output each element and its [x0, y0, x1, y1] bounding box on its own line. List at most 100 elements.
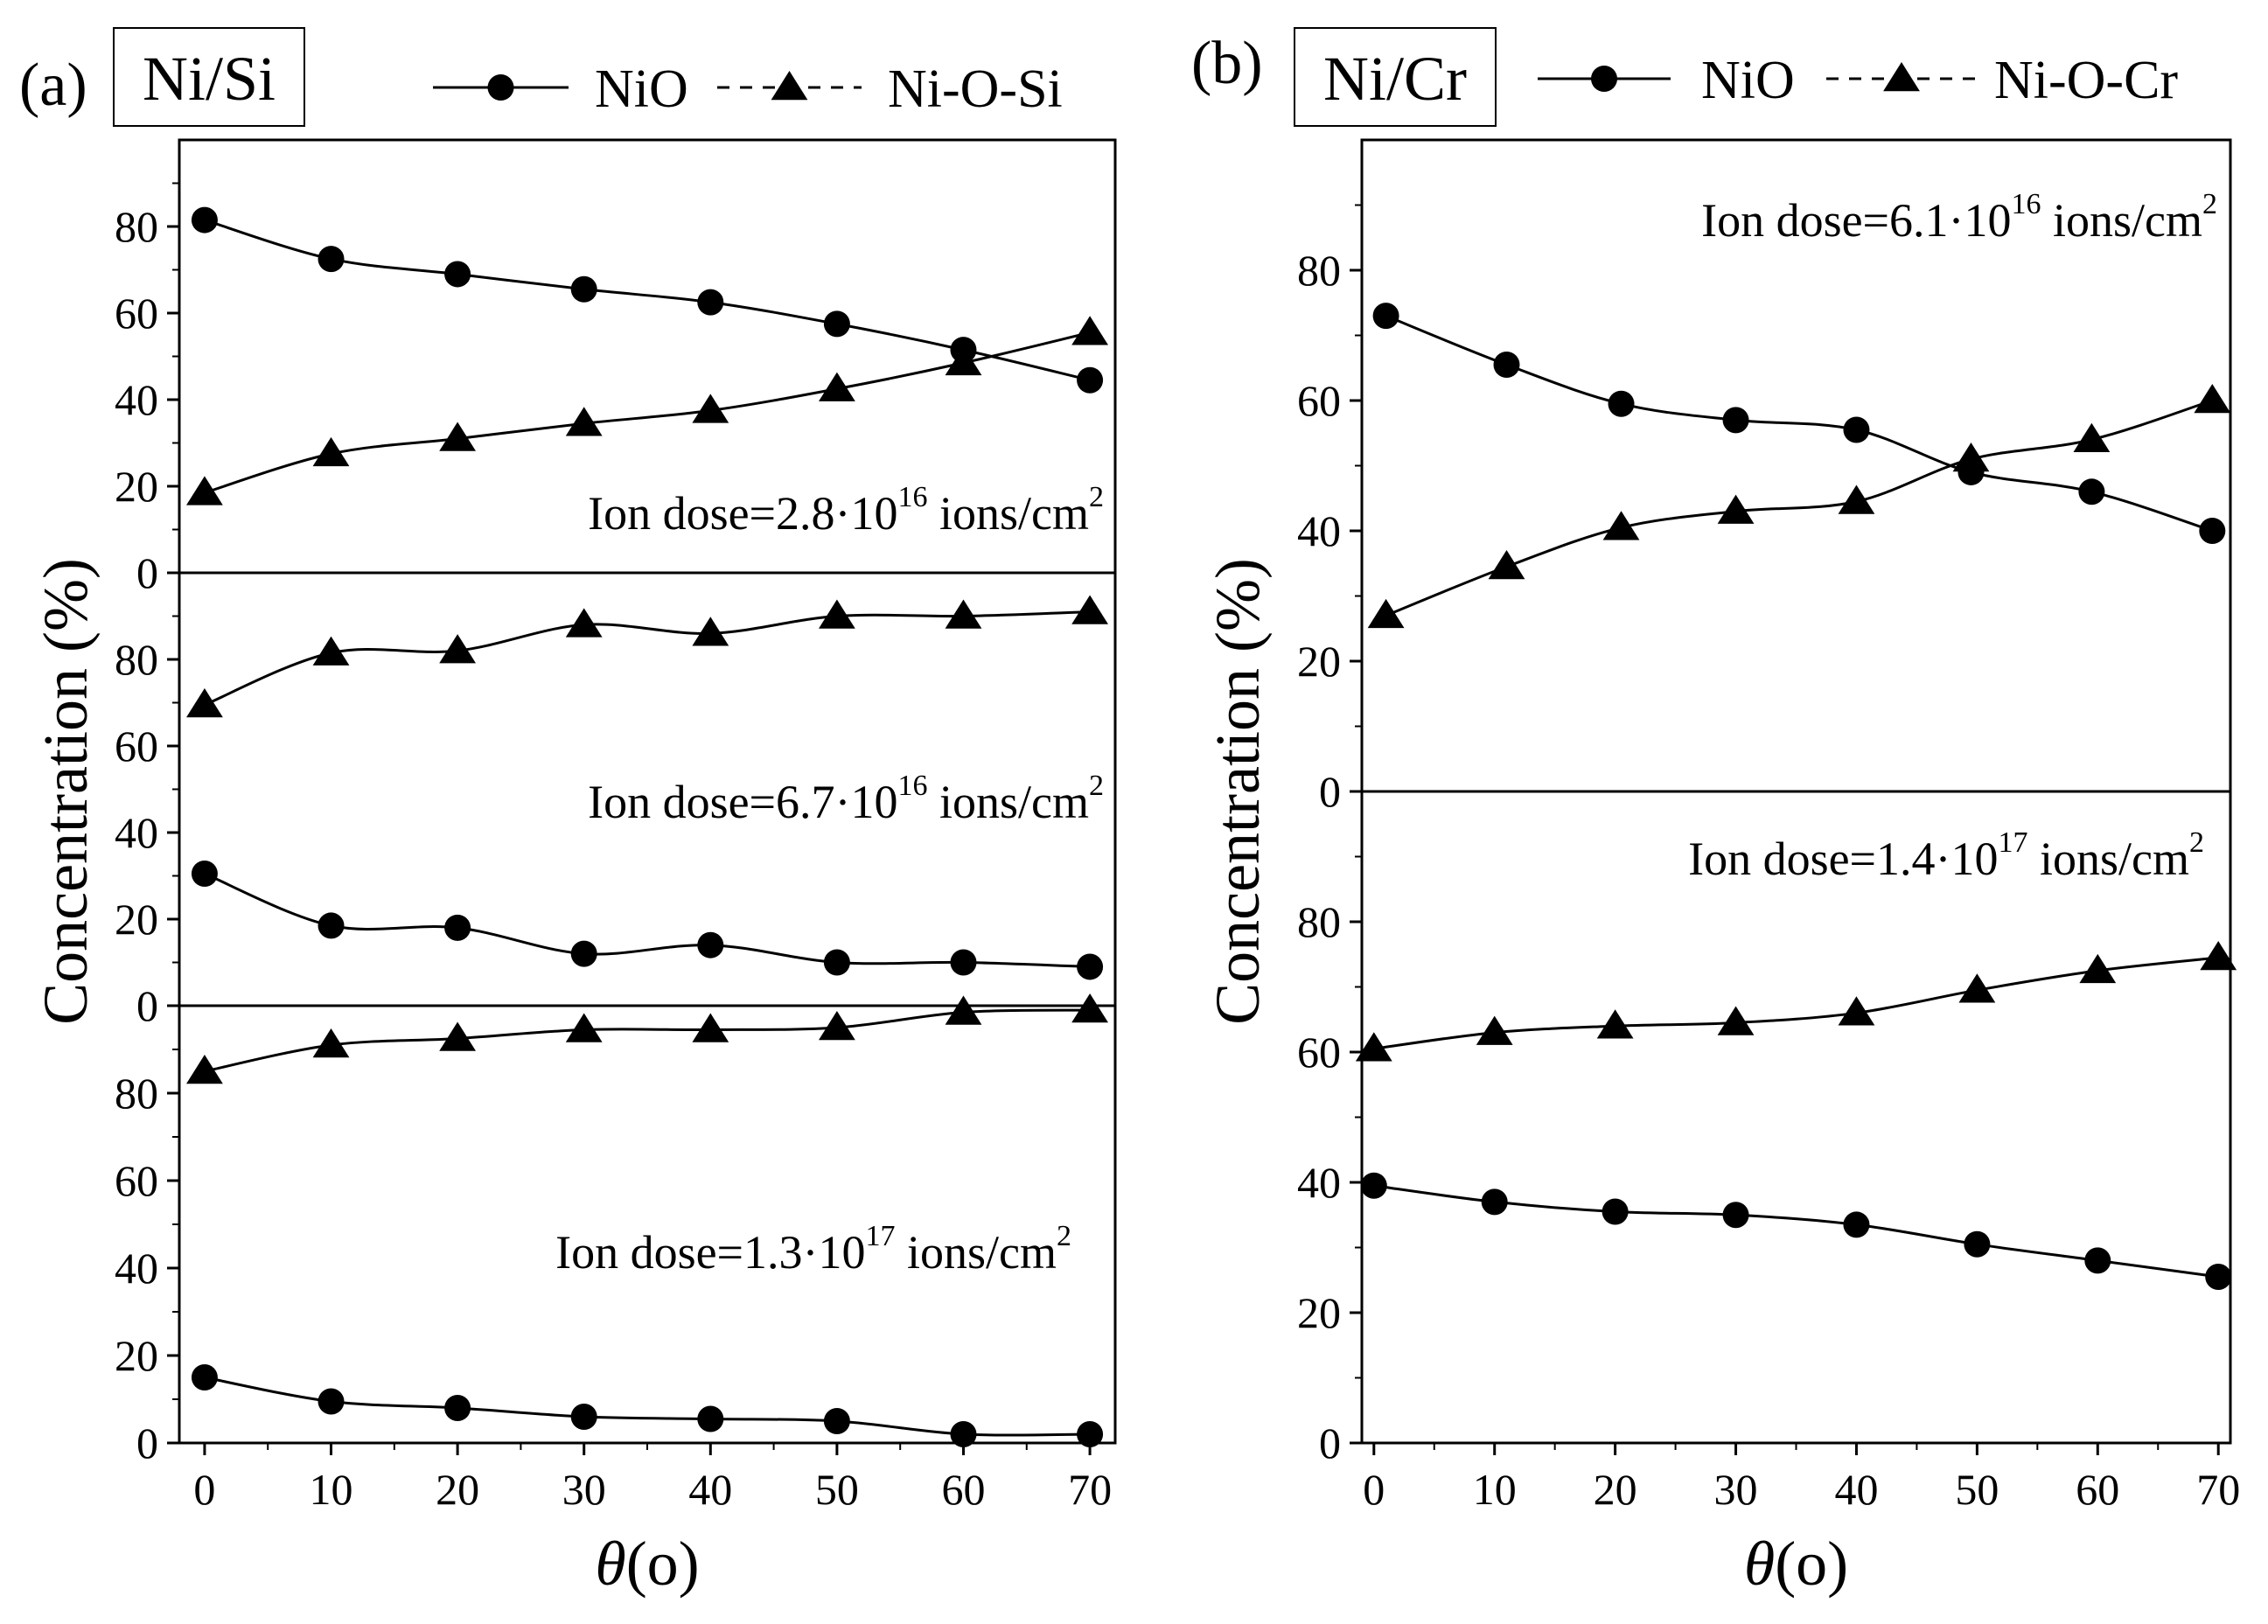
- data-point-nio: [444, 914, 471, 941]
- ion-dose-exp: 16: [898, 770, 928, 802]
- data-point-ni-o-si: [818, 599, 855, 629]
- data-point-nio: [950, 949, 977, 976]
- y-tick-label: 80: [115, 1069, 158, 1118]
- ion-dose-annotation: Ion dose=6.7·1016 ions/cm2: [588, 770, 1104, 828]
- x-tick-label: 50: [1955, 1465, 1999, 1514]
- data-point-nio: [570, 275, 597, 303]
- series-line-nio: [204, 219, 1091, 382]
- data-point-ni-o-si: [186, 1055, 223, 1084]
- data-point-ni-o-si: [818, 372, 855, 401]
- y-tick-label: 40: [1297, 1158, 1341, 1207]
- data-point-ni-o-si: [1071, 316, 1108, 345]
- series-line-nio: [204, 1376, 1091, 1437]
- data-point-nio: [318, 912, 345, 939]
- x-tick-label: 20: [436, 1465, 479, 1514]
- ion-dose-exp: 17: [1999, 826, 2028, 859]
- x-tick-label: 40: [688, 1465, 732, 1514]
- ion-dose-unit-exp: 2: [1089, 481, 1104, 513]
- data-point-ni-o-cr: [1958, 973, 1996, 1003]
- data-point-nio: [191, 861, 218, 888]
- data-point-nio: [823, 1408, 850, 1434]
- legend-marker-nio: [1591, 66, 1617, 92]
- ion-dose-unit: ions/cm: [2041, 194, 2203, 247]
- y-tick-label: 80: [1297, 246, 1341, 295]
- data-point-ni-o-si: [565, 608, 603, 638]
- legend-marker-ni-o-x: [771, 71, 808, 101]
- y-tick-label: 0: [1319, 767, 1341, 816]
- chart-panel-b: (b) Ni/Cr NiO Ni-O-Cr Concentration (%) θ(o) 0…: [1191, 27, 2240, 1599]
- ion-dose-unit: ions/cm: [928, 487, 1090, 540]
- y-axis-title: Concentration (%): [31, 558, 101, 1025]
- data-point-nio: [1077, 1421, 1104, 1447]
- legend-marker-ni-o-x: [1883, 62, 1920, 92]
- subplot-1: 0 20 40 60 80 Ion dose=2.8·1016 ions/cm2: [115, 182, 1108, 597]
- data-point-ni-o-cr: [1596, 1009, 1634, 1039]
- x-tick-label: 20: [1594, 1465, 1637, 1514]
- y-tick-label: 60: [1297, 1028, 1341, 1077]
- data-point-ni-o-si: [1071, 595, 1108, 624]
- data-point-nio: [1964, 1230, 1991, 1258]
- data-point-ni-o-si: [945, 345, 982, 376]
- ion-dose-unit-exp: 2: [2189, 826, 2204, 859]
- ion-dose-annotation: Ion dose=6.1·1016 ions/cm2: [1701, 188, 2217, 247]
- data-point-ni-o-si: [692, 1013, 729, 1042]
- legend-entry: NiO: [1701, 51, 1795, 110]
- data-point-nio: [2078, 478, 2105, 505]
- data-point-nio: [191, 206, 218, 233]
- data-point-ni-o-cr: [2194, 384, 2231, 414]
- data-point-nio: [318, 246, 345, 273]
- data-point-nio: [1360, 1172, 1387, 1199]
- data-point-ni-o-cr: [1838, 996, 1875, 1026]
- x-axis-symbol: θ: [595, 1529, 625, 1599]
- data-point-nio: [697, 1405, 724, 1432]
- data-point-nio: [823, 310, 850, 338]
- data-point-nio: [2205, 1264, 2232, 1291]
- ion-dose-exp: 16: [898, 481, 928, 513]
- data-point-ni-o-si: [186, 687, 223, 718]
- x-tick-label: 10: [310, 1465, 353, 1514]
- data-point-ni-o-cr: [2073, 422, 2111, 452]
- y-tick-label: 20: [115, 462, 158, 511]
- ion-dose-unit-exp: 2: [1089, 770, 1104, 802]
- x-tick-label: 30: [562, 1465, 606, 1514]
- legend-marker-nio: [487, 74, 514, 101]
- x-tick-label: 60: [2076, 1465, 2119, 1514]
- x-tick-label: 50: [815, 1465, 859, 1514]
- subplot-2: 0 20 40 60 80 Ion dose=1.4·1017 ions/cm2: [1297, 790, 2237, 1467]
- y-tick-label: 0: [136, 981, 158, 1030]
- data-point-nio: [191, 1364, 218, 1391]
- series-line-ni-o-si: [204, 610, 1091, 707]
- y-tick-label: 0: [1319, 1418, 1341, 1467]
- x-tick-label: 60: [941, 1465, 985, 1514]
- y-tick-label: 60: [115, 289, 158, 338]
- ion-dose-unit-exp: 2: [2202, 188, 2217, 220]
- legend-entry: NiO: [595, 59, 688, 119]
- x-tick-label: 70: [1068, 1465, 1112, 1514]
- y-tick-label: 60: [1297, 376, 1341, 425]
- y-tick-label: 60: [115, 721, 158, 770]
- legend: NiO Ni-O-Si: [433, 59, 1063, 119]
- x-tick-label: 10: [1473, 1465, 1517, 1514]
- data-point-ni-o-si: [439, 634, 477, 664]
- data-point-nio: [1608, 390, 1635, 417]
- data-point-nio: [318, 1388, 345, 1415]
- x-tick-label: 40: [1834, 1465, 1878, 1514]
- ion-dose-base: Ion dose=1.3·10: [555, 1226, 865, 1279]
- data-point-ni-o-si: [1071, 993, 1108, 1023]
- ion-dose-base: Ion dose=6.7·10: [588, 776, 897, 828]
- data-point-ni-o-si: [439, 1021, 477, 1051]
- panel-label: (a): [19, 52, 87, 119]
- data-point-nio: [1077, 953, 1104, 980]
- data-point-ni-o-cr: [1488, 549, 1525, 580]
- subplot-1: 0 20 40 60 80 Ion dose=6.1·1016 ions/cm2: [1297, 188, 2231, 816]
- panel-label: (b): [1191, 30, 1263, 97]
- subplot-3: 0 20 40 60 80 Ion dose=1.3·1017 ions/cm2: [115, 993, 1115, 1467]
- y-tick-label: 0: [136, 548, 158, 597]
- data-point-ni-o-cr: [2079, 953, 2117, 984]
- y-axis-title: Concentration (%): [1203, 558, 1273, 1025]
- data-point-ni-o-cr: [1367, 598, 1405, 629]
- data-point-nio: [1481, 1188, 1508, 1216]
- data-point-nio: [1843, 416, 1870, 443]
- data-point-ni-o-cr: [2200, 940, 2237, 971]
- data-point-nio: [1602, 1198, 1629, 1225]
